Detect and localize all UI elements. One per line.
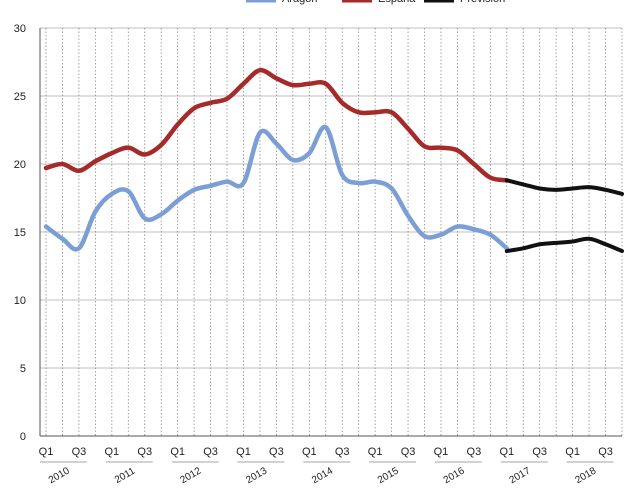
x-tick-label: Q1 [434, 446, 449, 458]
x-tick-label: Q3 [269, 446, 284, 458]
series-line-aragon [43, 124, 510, 252]
grid [40, 27, 623, 437]
y-tick-label: 0 [20, 431, 26, 443]
x-tick-label: Q1 [170, 446, 185, 458]
x-tick-label: Q1 [104, 446, 119, 458]
y-axis-ticks: 0 5 10 15 20 25 30 [14, 23, 26, 443]
x-tick-label: Q1 [499, 446, 514, 458]
legend: Aragón España Previsión [246, 0, 505, 5]
x-year-label: 2016 [442, 465, 467, 486]
y-tick-label: 25 [14, 91, 26, 103]
x-tick-label: Q1 [236, 446, 251, 458]
legend-label-aragon: Aragón [282, 0, 317, 5]
y-tick-label: 10 [14, 295, 26, 307]
series-lines [43, 67, 624, 254]
x-tick-label: Q3 [203, 446, 218, 458]
x-year-label: 2011 [113, 465, 138, 485]
x-year-label: 2017 [508, 465, 533, 486]
x-year-label: 2012 [178, 465, 203, 486]
series-line-prevision-2 [504, 236, 624, 254]
x-tick-label: Q3 [401, 446, 416, 458]
x-year-label: 2010 [47, 465, 72, 486]
y-tick-label: 15 [14, 227, 26, 239]
x-tick-label: Q1 [302, 446, 317, 458]
x-tick-label: Q3 [598, 446, 613, 458]
x-tick-label: Q1 [368, 446, 383, 458]
axes [39, 28, 622, 437]
legend-label-prevision: Previsión [460, 0, 505, 5]
x-tick-label: Q3 [532, 446, 547, 458]
x-tick-label: Q3 [335, 446, 350, 458]
x-tick-label: Q3 [137, 446, 152, 458]
x-tick-label: Q1 [565, 446, 580, 458]
y-tick-label: 20 [14, 159, 26, 171]
series-line-espana [43, 67, 510, 183]
y-tick-label: 30 [14, 23, 26, 35]
y-tick-label: 5 [20, 363, 26, 375]
x-tick-label: Q1 [39, 446, 54, 458]
x-tick-label: Q3 [467, 446, 482, 458]
x-year-label: 2015 [376, 465, 401, 486]
x-year-label: 2018 [573, 465, 598, 486]
legend-label-espana: España [378, 0, 416, 5]
x-year-label: 2013 [244, 465, 269, 486]
x-axis-ticks: Q1 Q3 Q1 Q3 Q1 Q3 Q1 Q3 Q1 Q3 Q1 Q3 Q1 Q3 Q1 Q3 Q1 Q32010… [39, 446, 614, 486]
x-year-label: 2014 [310, 465, 335, 486]
series-line-prevision-1 [504, 178, 624, 196]
x-tick-label: Q3 [72, 446, 87, 458]
